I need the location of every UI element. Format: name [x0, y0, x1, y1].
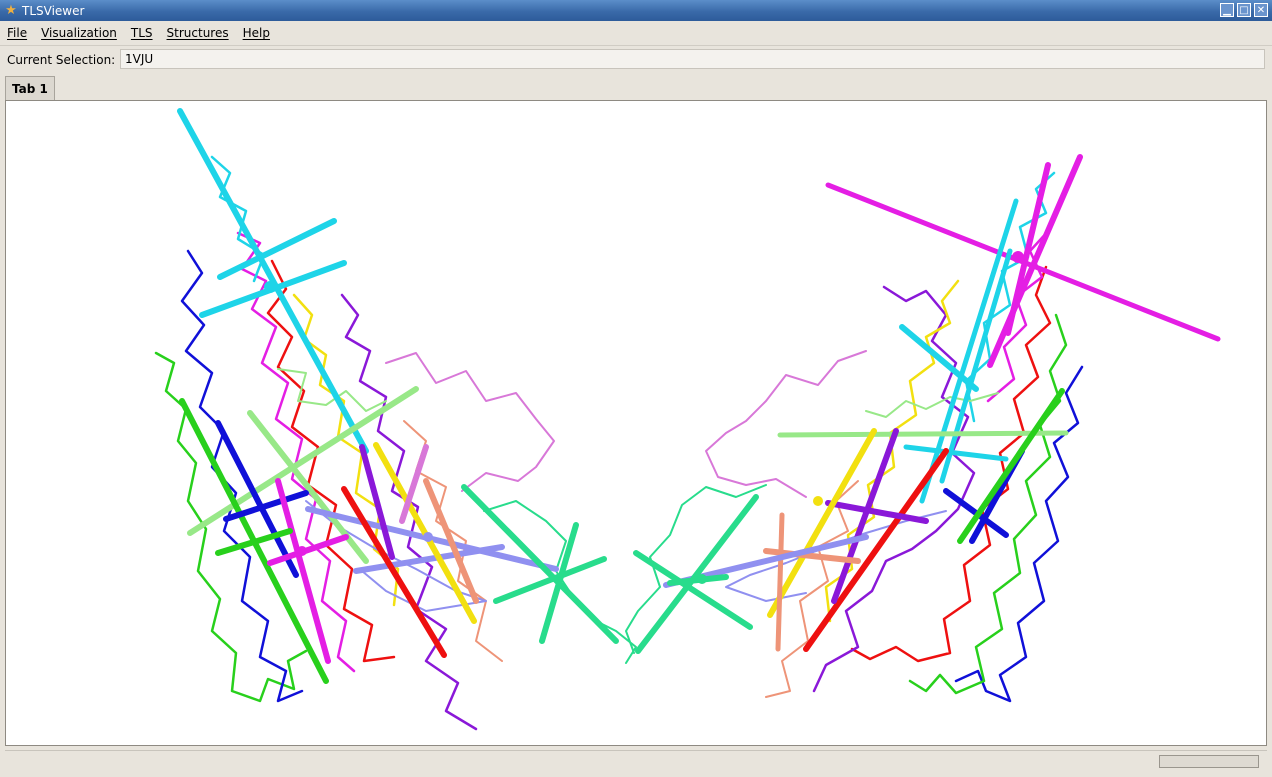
tls-axis: [539, 522, 579, 644]
star-icon: ★: [5, 2, 17, 18]
backbone-trace: [483, 500, 637, 664]
tls-axis: [461, 484, 619, 644]
window-controls: ▁ □ ✕: [1220, 3, 1268, 17]
maximize-button[interactable]: □: [1237, 3, 1251, 17]
tls-axis: [217, 218, 337, 280]
tls-axis: [493, 556, 607, 604]
menu-bar: File Visualization TLS Structures Help: [0, 21, 1272, 46]
tls-center: [297, 546, 307, 556]
tab-1[interactable]: Tab 1: [5, 76, 55, 101]
molecular-viewport[interactable]: [5, 100, 1267, 746]
menu-tls[interactable]: TLS: [130, 26, 153, 40]
tls-axis: [775, 512, 785, 652]
window-titlebar: ★ TLSViewer ▁ □ ✕: [0, 0, 1272, 21]
menu-structures[interactable]: Structures: [166, 26, 229, 40]
backbone-trace: [625, 484, 767, 654]
tls-axis: [267, 534, 349, 566]
backbone-trace: [236, 231, 356, 673]
backbone-trace: [986, 227, 1052, 403]
progress-bar: [1159, 755, 1259, 768]
status-bar: [5, 750, 1267, 773]
tls-axis: [223, 490, 309, 522]
backbone-trace: [154, 351, 308, 703]
tls-axis: [777, 430, 1069, 438]
current-selection-label: Current Selection:: [7, 53, 116, 67]
backbone-trace: [266, 259, 396, 663]
tls-center: [697, 574, 707, 584]
backbone-trace: [705, 350, 867, 498]
tls-axis: [957, 388, 1065, 544]
tls-axis: [187, 386, 419, 536]
backbone-trace: [277, 368, 387, 412]
tls-axis: [275, 478, 331, 664]
tls-axis: [1005, 162, 1051, 336]
tls-axis: [825, 500, 929, 524]
tls-axis: [633, 550, 753, 630]
menu-visualization[interactable]: Visualization: [41, 26, 117, 40]
tls-center: [264, 281, 276, 293]
tls-axis: [353, 544, 505, 574]
backbone-trace: [385, 352, 555, 492]
tls-axis: [903, 444, 1009, 462]
tls-axis: [939, 248, 1013, 484]
tls-axis: [635, 494, 759, 654]
tls-center: [1012, 251, 1024, 263]
backbone-trace: [765, 480, 859, 698]
menu-help[interactable]: Help: [242, 26, 270, 40]
protein-structure-render[interactable]: [6, 101, 1266, 745]
tls-axis: [767, 428, 877, 618]
tls-center: [423, 532, 433, 542]
minimize-button[interactable]: ▁: [1220, 3, 1234, 17]
tab-strip: Tab 1: [0, 74, 1272, 101]
tls-axis: [341, 486, 447, 658]
tls-axis: [423, 478, 479, 604]
tls-axis: [399, 444, 429, 524]
tls-axis: [177, 108, 369, 454]
tls-axis: [803, 448, 949, 652]
selection-row: Current Selection:: [0, 47, 1272, 73]
backbone-trace: [865, 392, 999, 418]
tls-axis: [215, 528, 293, 556]
tls-axis: [215, 420, 299, 578]
tls-center: [813, 496, 823, 506]
tls-axis: [359, 444, 395, 560]
current-selection-input[interactable]: [120, 49, 1265, 69]
tls-axis: [831, 428, 899, 604]
window-title: TLSViewer: [22, 3, 85, 18]
close-button[interactable]: ✕: [1254, 3, 1268, 17]
backbone-trace: [340, 293, 478, 731]
tls-axis: [987, 154, 1083, 368]
menu-file[interactable]: File: [7, 26, 28, 40]
tls-axis: [899, 324, 979, 392]
